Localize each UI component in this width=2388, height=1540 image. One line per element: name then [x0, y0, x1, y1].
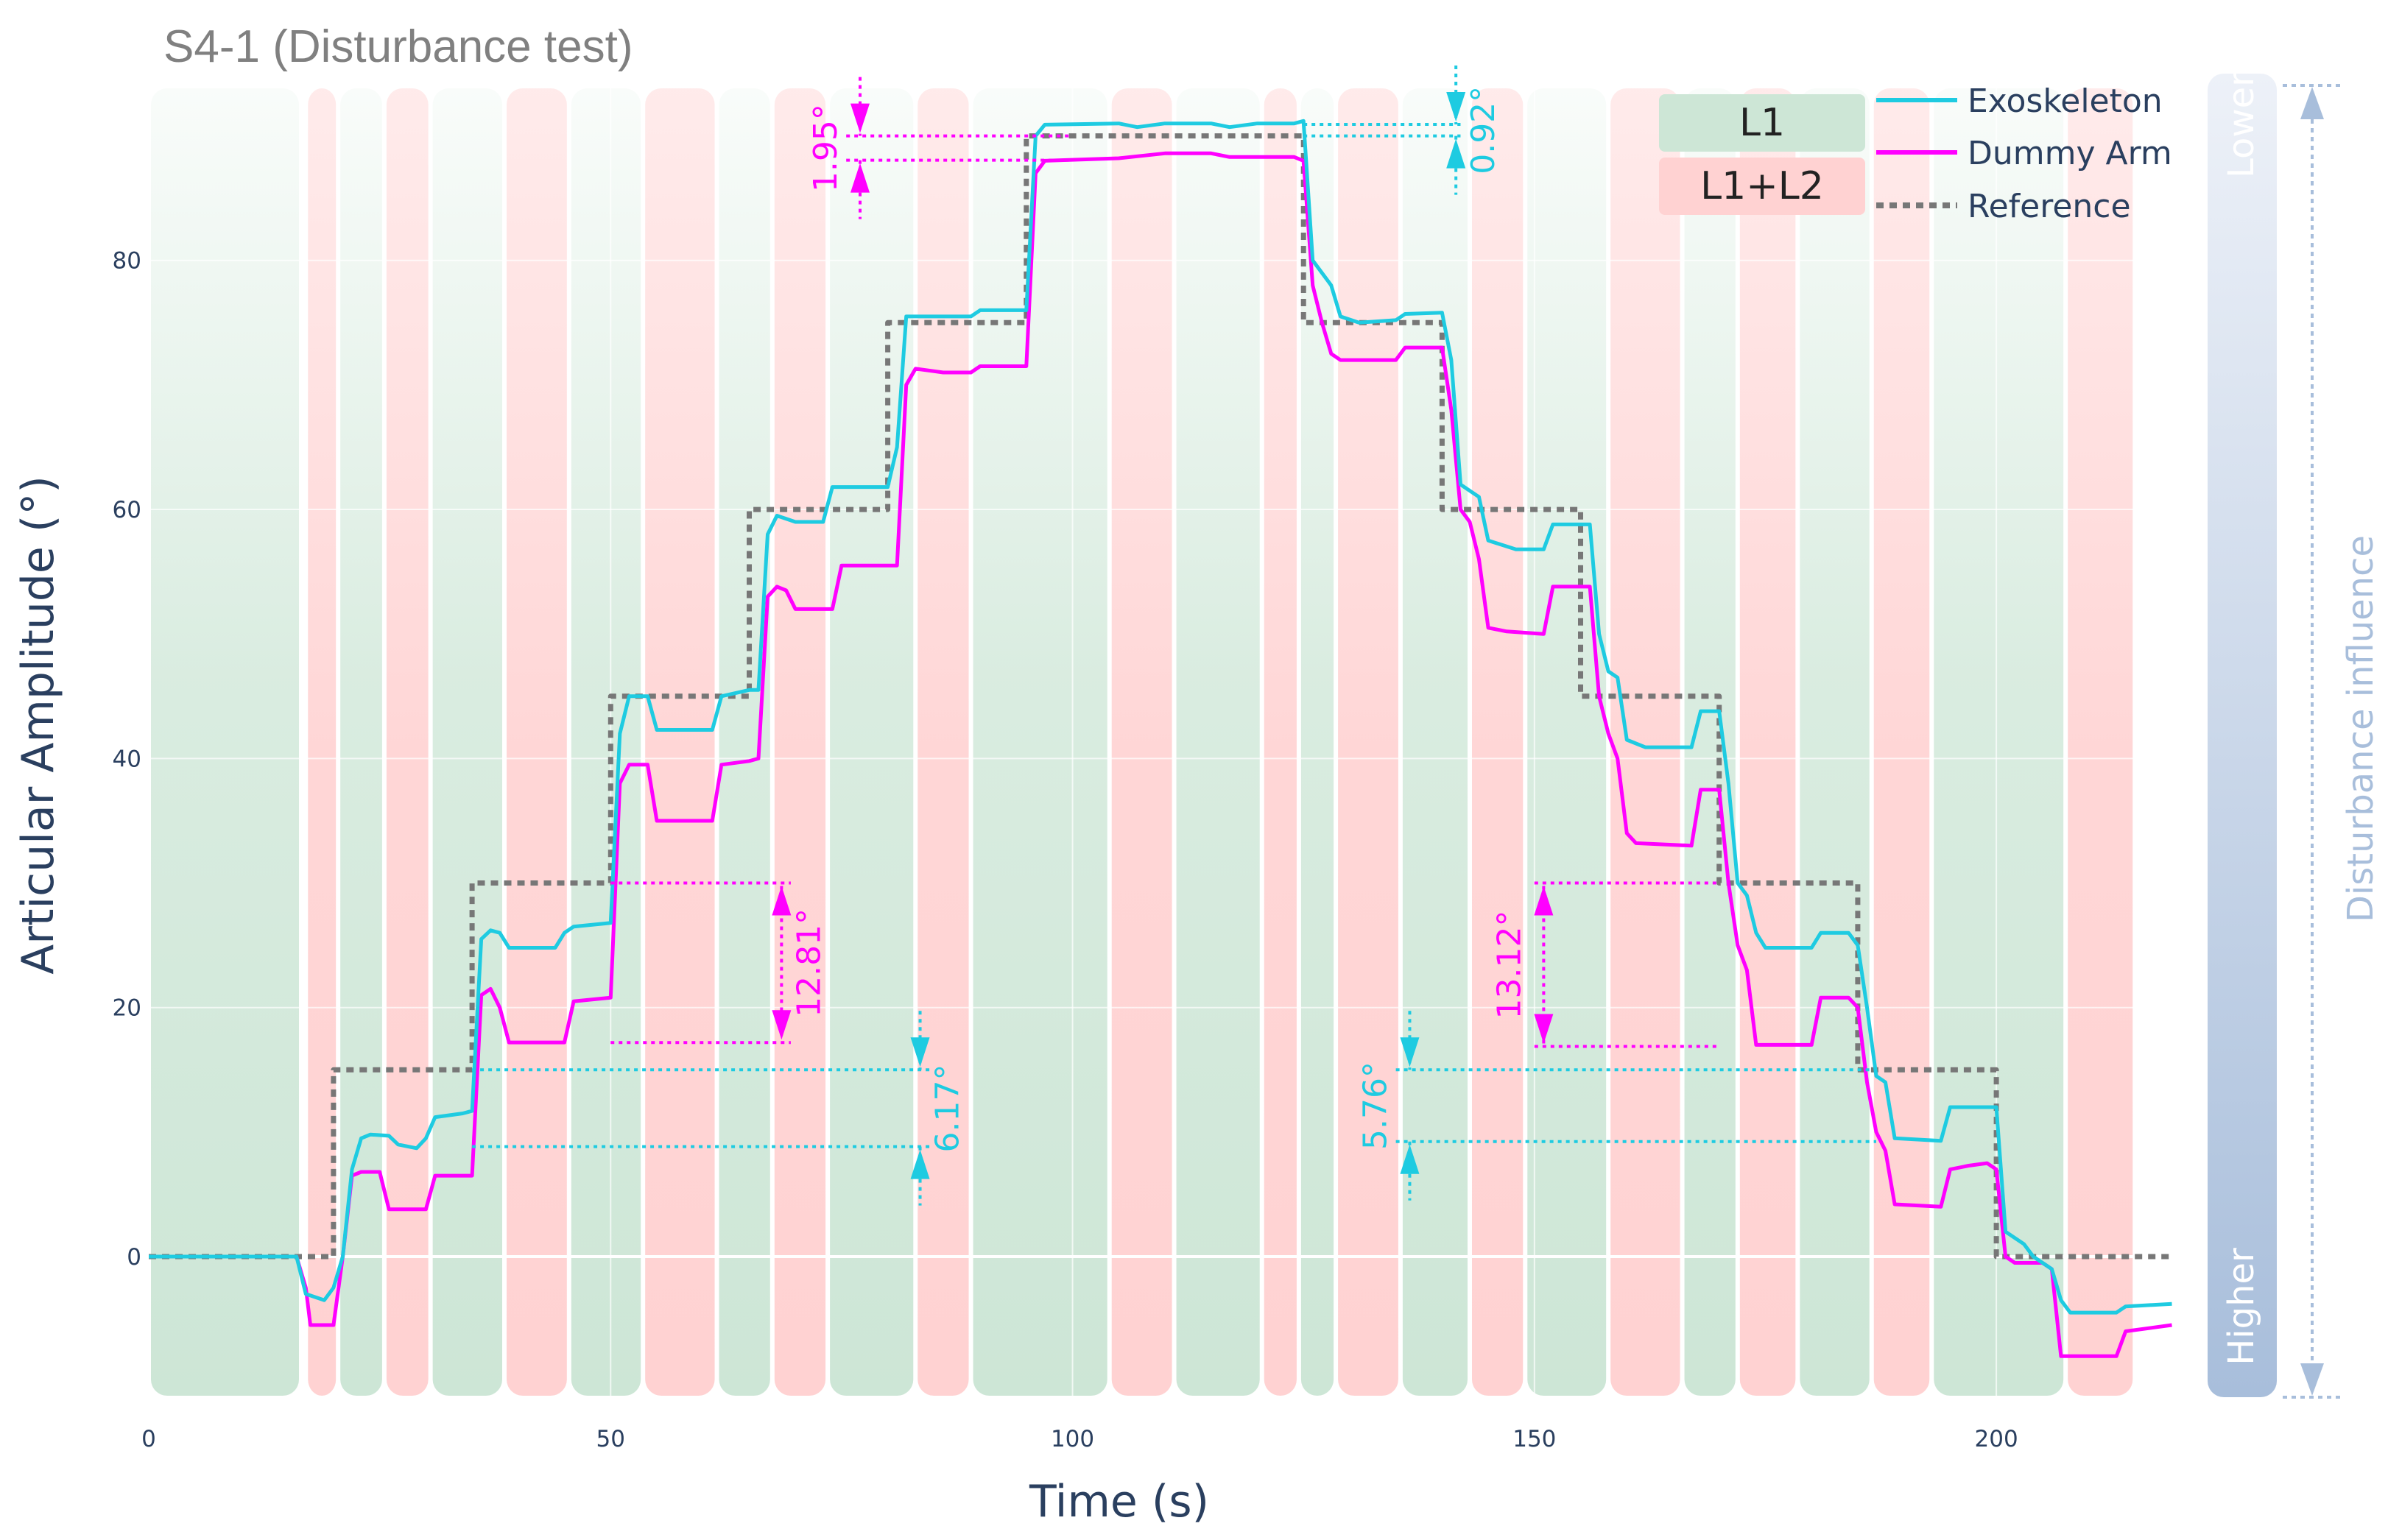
phase-band-l1 [432, 88, 502, 1396]
phase-band-l2 [2068, 88, 2133, 1396]
phase-band-l1 [1527, 88, 1607, 1396]
exoskeleton-line [149, 119, 2172, 1315]
y-tick-label: 60 [113, 497, 141, 523]
phase-band-l1 [719, 88, 770, 1396]
annotation-label: 0.92° [1465, 86, 1502, 174]
legend: L1 L1+L2 Exoskeleton Dummy Arm Reference [1659, 82, 2172, 225]
annotation-label: 5.76° [1356, 1062, 1394, 1150]
scale-arrow-down-icon [2300, 1363, 2324, 1396]
phase-band-l2 [386, 88, 429, 1396]
phase-band-l2 [645, 88, 715, 1396]
series-lines [149, 119, 2172, 1358]
phase-band-l1 [830, 88, 914, 1396]
annotation-label: 12.81° [790, 908, 828, 1017]
phase-band-l1 [1402, 88, 1468, 1396]
phase-band-l1 [1176, 88, 1260, 1396]
phase-band-l1 [1800, 88, 1870, 1396]
legend-l2-swatch [1659, 158, 1865, 215]
legend-reference-label: Reference [1968, 188, 2131, 225]
reference-line [149, 133, 2172, 1260]
phase-band-l2 [1111, 88, 1172, 1396]
annotation-arrow-down-icon [1534, 1014, 1554, 1044]
annotation-arrow-up-icon [850, 163, 870, 193]
x-tick-label: 50 [596, 1426, 625, 1452]
legend-l2-label: L1+L2 [1700, 164, 1824, 208]
phase-band-l2 [1264, 88, 1297, 1396]
x-tick-label: 100 [1051, 1426, 1094, 1452]
legend-l1-swatch [1659, 94, 1865, 152]
phase-band-l1 [151, 88, 299, 1396]
phase-bands [151, 88, 2133, 1396]
phase-band-l2 [1338, 88, 1398, 1396]
annotation-arrow-up-icon [1446, 138, 1466, 169]
scale-higher-label: Higher [2221, 1248, 2262, 1366]
dummy-arm-line [149, 151, 2172, 1358]
disturbance-scale-bar [2208, 74, 2277, 1397]
x-axis-label: Time (s) [1029, 1476, 1209, 1527]
phase-band-l1 [1300, 88, 1334, 1396]
annotation-arrow-down-icon [1400, 1037, 1420, 1067]
x-tick-label: 0 [141, 1426, 156, 1452]
phase-band-l2 [1472, 88, 1524, 1396]
y-tick-label: 40 [113, 746, 141, 772]
legend-l1-label: L1 [1739, 101, 1785, 145]
scale-axis-label: Disturbance influence [2340, 535, 2381, 922]
legend-dummy-label: Dummy Arm [1968, 135, 2172, 172]
phase-band-l2 [1610, 88, 1680, 1396]
phase-band-l1 [973, 88, 1107, 1396]
legend-exoskeleton-label: Exoskeleton [1968, 82, 2163, 120]
phase-band-l2 [507, 88, 567, 1396]
grid-lines [148, 74, 2181, 1396]
annotation-arrow-up-icon [1534, 886, 1554, 916]
annotation-arrow-up-icon [910, 1149, 930, 1179]
x-tick-label: 200 [1975, 1426, 2018, 1452]
y-axis-label: Articular Amplitude (°) [13, 476, 64, 974]
phase-band-l1 [340, 88, 382, 1396]
annotation-arrow-down-icon [850, 103, 870, 133]
phase-band-l2 [308, 88, 337, 1396]
phase-band-l2 [774, 88, 826, 1396]
annotation-label: 13.12° [1490, 911, 1528, 1020]
phase-band-l2 [917, 88, 969, 1396]
annotation-label: 1.95° [807, 104, 845, 192]
x-ticks: 0 50 100 150 200 [141, 1426, 2018, 1452]
annotation-arrow-up-icon [1400, 1144, 1420, 1174]
y-tick-label: 80 [113, 248, 141, 275]
disturbance-scale: Lower Higher Disturbance influence [2208, 72, 2381, 1399]
phase-band-l2 [1739, 88, 1796, 1396]
phase-band-l1 [571, 88, 641, 1396]
scale-lower-label: Lower [2221, 72, 2262, 178]
scale-arrow-up-icon [2300, 87, 2324, 119]
y-tick-label: 0 [127, 1244, 141, 1271]
y-tick-label: 20 [113, 995, 141, 1022]
y-ticks: 0 20 40 60 80 [113, 248, 141, 1271]
annotation-arrow-down-icon [1446, 92, 1466, 122]
phase-band-l2 [1873, 88, 1930, 1396]
chart-title: S4-1 (Disturbance test) [163, 21, 633, 72]
annotation-arrow-down-icon [772, 1010, 792, 1040]
x-tick-label: 150 [1512, 1426, 1556, 1452]
annotation-arrow-up-icon [772, 886, 792, 916]
annotation-arrow-down-icon [910, 1037, 930, 1067]
difference-annotations: 1.95° 0.92° 12.81° 6.17° 13.12° 5.76° [472, 66, 1876, 1206]
annotation-label: 6.17° [929, 1064, 967, 1152]
